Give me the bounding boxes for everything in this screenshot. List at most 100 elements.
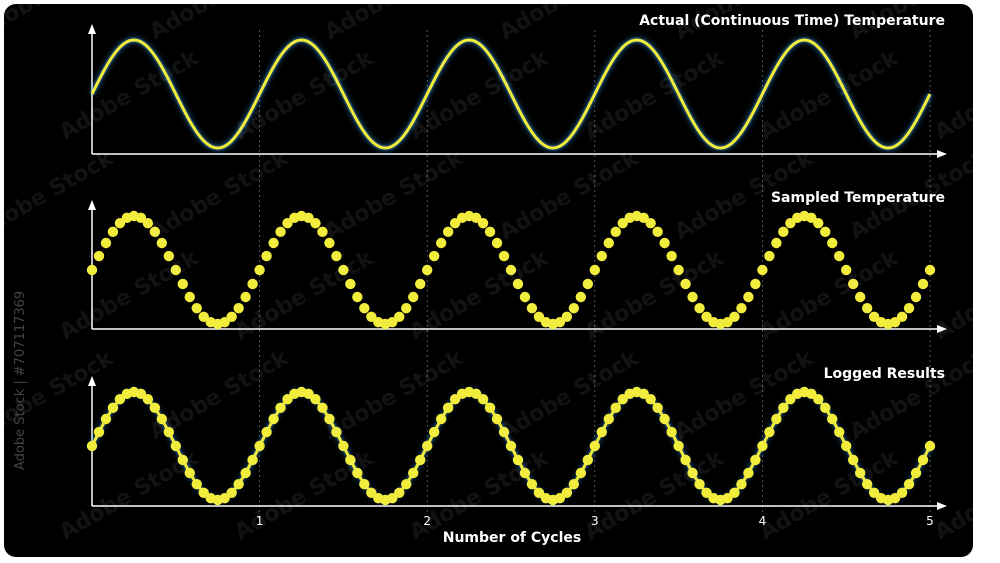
- sampled-point-117: [903, 302, 915, 314]
- sampled-point-119: [917, 278, 929, 290]
- logged-point-59: [498, 426, 510, 438]
- sampled-point-103: [806, 212, 817, 224]
- sampled-point-11: [163, 250, 175, 262]
- logged-point-19: [219, 492, 230, 504]
- logged-point-111: [861, 478, 873, 490]
- logged-point-99: [778, 402, 789, 414]
- sampled-point-27: [275, 226, 286, 238]
- logged-point-35: [331, 426, 342, 438]
- plots: [86, 36, 936, 506]
- sampled-point-0: [86, 264, 98, 276]
- sampled-point-19: [219, 316, 230, 328]
- logged-point-95: [750, 454, 761, 466]
- logged-point-21: [233, 478, 244, 490]
- sampled-point-56: [477, 218, 489, 229]
- x-tick-label-3: 3: [591, 514, 599, 528]
- x-tick-label-1: 1: [256, 514, 264, 528]
- sampled-point-20: [226, 311, 237, 322]
- sampled-point-15: [191, 302, 202, 314]
- x-axis-arrow-2: [937, 325, 947, 333]
- logged-point-40: [366, 487, 377, 498]
- sampled-point-13: [177, 278, 188, 290]
- sampled-point-63: [526, 302, 538, 314]
- logged-point-69: [568, 478, 580, 490]
- logged-point-20: [226, 487, 237, 498]
- logged-point-0: [86, 440, 98, 452]
- logged-point-97: [764, 426, 775, 438]
- x-axis-arrow-3: [937, 502, 947, 510]
- logged-point-45: [401, 478, 412, 490]
- logged-point-4: [114, 394, 126, 405]
- sampled-point-94: [743, 291, 754, 303]
- logged-point-63: [526, 478, 538, 490]
- logged-point-98: [771, 413, 782, 425]
- logged-point-117: [903, 478, 915, 490]
- logged-point-27: [275, 402, 286, 414]
- x-axis-arrow-1: [937, 150, 947, 158]
- logged-point-13: [177, 454, 188, 466]
- logged-point-84: [673, 440, 684, 452]
- y-axis-arrow-1: [88, 24, 96, 34]
- logged-point-39: [359, 478, 370, 490]
- logged-point-50: [435, 413, 447, 425]
- logged-point-109: [847, 454, 859, 466]
- sampled-point-70: [575, 291, 587, 303]
- sampled-point-91: [722, 316, 733, 328]
- logged-point-9: [149, 402, 161, 414]
- sampled-point-10: [156, 237, 168, 249]
- logged-point-28: [282, 394, 293, 405]
- logged-point-85: [680, 454, 691, 466]
- sampled-point-74: [603, 237, 614, 249]
- logged-point-44: [394, 487, 405, 498]
- logged-point-64: [533, 487, 545, 498]
- logged-point-61: [512, 454, 524, 466]
- sampled-point-118: [910, 291, 922, 303]
- sampled-point-40: [366, 311, 377, 322]
- logged-point-7: [135, 388, 147, 400]
- logged-point-12: [170, 440, 181, 452]
- logged-point-93: [736, 478, 747, 490]
- sampled-point-96: [757, 264, 768, 276]
- logged-point-87: [694, 478, 705, 490]
- sampled-point-81: [652, 226, 663, 238]
- logged-point-88: [701, 487, 712, 498]
- logged-point-100: [785, 394, 796, 405]
- sampled-point-35: [331, 250, 342, 262]
- sampled-point-8: [142, 218, 154, 229]
- x-axis-label: Number of Cycles: [443, 530, 581, 546]
- sampled-point-116: [896, 311, 908, 322]
- sampled-point-46: [408, 291, 419, 303]
- sampled-point-37: [345, 278, 356, 290]
- sampled-point-100: [785, 218, 796, 229]
- axes: [88, 24, 947, 510]
- x-tick-label-5: 5: [926, 514, 934, 528]
- sampled-point-95: [750, 278, 761, 290]
- sampled-point-4: [114, 218, 126, 229]
- sampled-point-60: [505, 264, 517, 276]
- sampled-point-45: [401, 302, 412, 314]
- sampled-point-51: [442, 226, 454, 238]
- logged-point-79: [638, 388, 649, 400]
- logged-point-48: [422, 440, 433, 452]
- sampled-point-14: [184, 291, 195, 303]
- logged-point-115: [889, 492, 901, 504]
- logged-point-26: [268, 413, 279, 425]
- logged-point-47: [415, 454, 426, 466]
- sampled-point-67: [554, 316, 566, 328]
- logged-point-72: [589, 440, 600, 452]
- logged-point-2: [100, 413, 112, 425]
- sampled-point-68: [561, 311, 573, 322]
- x-tick-label-2: 2: [423, 514, 431, 528]
- logged-point-37: [345, 454, 356, 466]
- sampled-point-7: [135, 212, 147, 224]
- sampled-point-82: [659, 237, 670, 249]
- logged-point-38: [352, 467, 363, 479]
- sampled-point-1: [93, 250, 105, 262]
- logged-point-104: [813, 394, 824, 405]
- logged-point-51: [442, 402, 454, 414]
- sampled-point-110: [854, 291, 866, 303]
- sampled-point-69: [568, 302, 580, 314]
- logged-point-36: [338, 440, 349, 452]
- sampled-point-109: [847, 278, 859, 290]
